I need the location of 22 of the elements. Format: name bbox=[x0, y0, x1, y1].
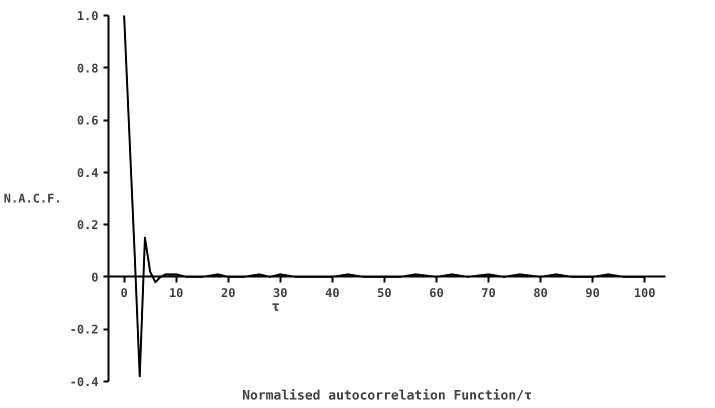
y-tick-label: 0.2 bbox=[76, 218, 99, 232]
x-tick-label: 60 bbox=[429, 286, 444, 300]
x-tick-label: 50 bbox=[377, 286, 392, 300]
x-tick-label: 100 bbox=[634, 286, 656, 300]
y-tick-label: 1.0 bbox=[76, 9, 99, 23]
text: Normalised autocorrelation Function/τ bbox=[242, 388, 532, 404]
x-axis-title: τ bbox=[271, 298, 280, 315]
y-tick-label: -0.2 bbox=[70, 322, 99, 337]
x-tick-label: 90 bbox=[585, 286, 600, 300]
y-tick-label: 0.8 bbox=[76, 61, 99, 76]
y-axis-title: N.A.C.F. bbox=[4, 192, 62, 206]
x-tick-label: 30 bbox=[273, 286, 288, 300]
y-tick-label: 0 bbox=[91, 270, 99, 284]
x-tick-label: 10 bbox=[168, 286, 184, 300]
x-tick-label: 40 bbox=[325, 286, 340, 300]
x-tick-label: 0 bbox=[120, 286, 128, 300]
y-tick-label: 0.4 bbox=[76, 166, 99, 180]
y-tick-label: -0.4 bbox=[70, 375, 99, 389]
x-tick-label: 20 bbox=[221, 286, 236, 300]
y-tick-label: 0.6 bbox=[76, 114, 99, 128]
x-tick-label: 80 bbox=[533, 286, 548, 300]
x-tick-label: 70 bbox=[481, 286, 496, 300]
